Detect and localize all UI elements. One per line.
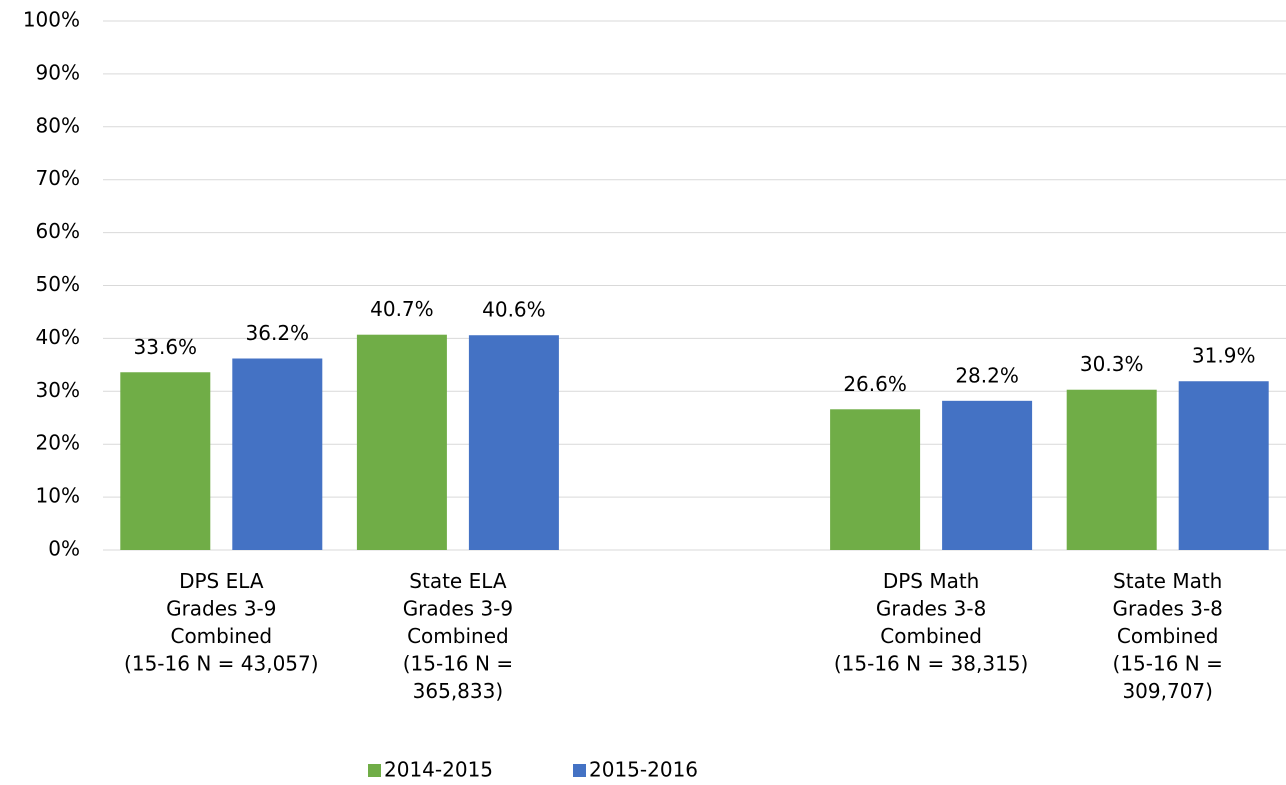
legend-swatch xyxy=(368,764,381,777)
y-tick-label: 20% xyxy=(36,431,80,455)
data-label: 40.6% xyxy=(482,298,546,322)
data-label: 30.3% xyxy=(1080,352,1144,376)
bar xyxy=(232,358,323,550)
data-label: 36.2% xyxy=(246,321,310,345)
data-label: 33.6% xyxy=(134,335,198,359)
data-label: 28.2% xyxy=(955,363,1019,387)
y-tick-label: 50% xyxy=(36,272,80,296)
y-tick-label: 30% xyxy=(36,378,80,402)
y-tick-label: 0% xyxy=(48,537,80,561)
data-label: 26.6% xyxy=(843,372,907,396)
y-tick-label: 60% xyxy=(36,219,80,243)
x-tick-label: DPS Math Grades 3-8 Combined (15-16 N = 38,… xyxy=(834,569,1029,676)
y-tick-label: 10% xyxy=(36,484,80,508)
data-label: 40.7% xyxy=(370,297,434,321)
bar xyxy=(830,409,921,550)
bar xyxy=(942,400,1033,550)
y-tick-label: 70% xyxy=(36,166,80,190)
bar xyxy=(468,335,559,550)
y-tick-label: 90% xyxy=(36,60,80,84)
y-tick-label: 80% xyxy=(36,113,80,137)
legend-label: 2015-2016 xyxy=(589,758,698,782)
legend-swatch xyxy=(573,764,586,777)
data-label: 31.9% xyxy=(1192,344,1256,368)
bar xyxy=(1066,389,1157,550)
bar xyxy=(120,372,211,550)
x-tick-label: State Math Grades 3-8 Combined (15-16 N = 30… xyxy=(1112,569,1222,703)
y-tick-label: 100% xyxy=(23,8,80,32)
bar xyxy=(1178,381,1269,550)
y-tick-label: 40% xyxy=(36,325,80,349)
x-tick-label: DPS ELA Grades 3-9 Combined (15-16 N = 43,0… xyxy=(124,569,319,676)
x-tick-label: State ELA Grades 3-9 Combined (15-16 N = 365… xyxy=(403,569,513,703)
bar xyxy=(356,334,447,550)
legend-label: 2014-2015 xyxy=(384,758,493,782)
